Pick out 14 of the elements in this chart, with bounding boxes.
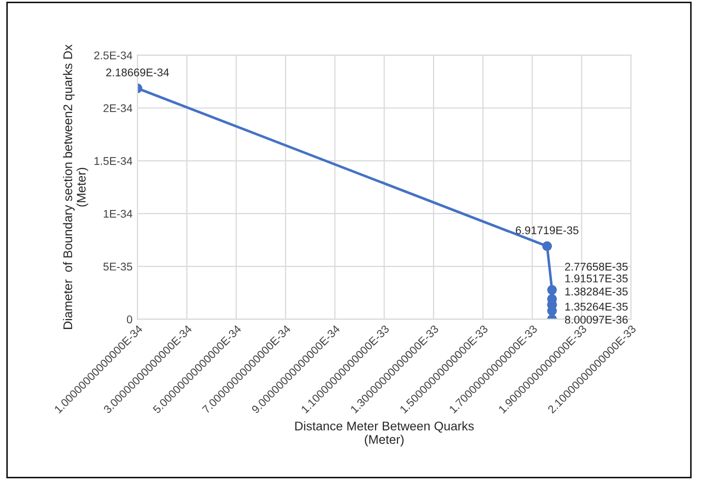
data-label: 1.35264E-35 [565,302,628,311]
x-axis-title: Distance Meter Between Quarks (Meter) [295,421,474,446]
y-tick-label: 1.5E-34 [94,157,132,165]
y-tick-label: 2.5E-34 [94,51,132,60]
data-label: 2.18669E-34 [106,68,169,76]
y-tick-label: 1E-34 [104,210,132,218]
y-tick-label: 0 [126,315,132,324]
data-label: 1.91517E-35 [565,274,628,282]
y-tick-label: 2E-34 [104,104,132,112]
data-label: 6.91719E-35 [516,226,578,234]
y-tick-label: 5E-35 [103,262,132,271]
data-label: 2.77658E-35 [565,262,628,271]
data-label: 8.00097E-36 [565,316,628,324]
data-label: 1.38284E-35 [565,288,628,296]
